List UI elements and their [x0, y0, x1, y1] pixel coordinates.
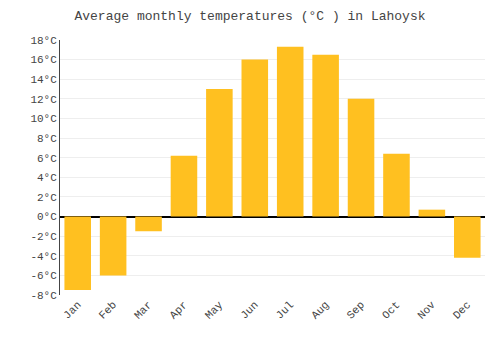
svg-text:-8°C: -8°C — [30, 290, 57, 302]
svg-text:Feb: Feb — [97, 299, 119, 321]
svg-text:8°C: 8°C — [37, 133, 57, 145]
svg-text:Average monthly temperatures (: Average monthly temperatures (°C ) in La… — [74, 9, 425, 24]
svg-text:Mar: Mar — [132, 299, 154, 321]
svg-text:Aug: Aug — [309, 299, 331, 321]
svg-text:Jun: Jun — [238, 299, 260, 321]
svg-text:10°C: 10°C — [30, 113, 57, 125]
svg-text:6°C: 6°C — [37, 153, 57, 165]
svg-text:18°C: 18°C — [30, 35, 57, 47]
svg-text:2°C: 2°C — [37, 192, 57, 204]
svg-text:Nov: Nov — [415, 299, 438, 322]
svg-text:4°C: 4°C — [37, 172, 57, 184]
svg-text:Apr: Apr — [167, 299, 189, 321]
svg-text:0°C: 0°C — [37, 211, 57, 223]
svg-text:-2°C: -2°C — [30, 231, 57, 243]
svg-text:Sep: Sep — [345, 299, 367, 321]
svg-text:-6°C: -6°C — [30, 270, 57, 282]
svg-text:14°C: 14°C — [30, 74, 57, 86]
svg-text:Oct: Oct — [380, 299, 402, 321]
svg-text:16°C: 16°C — [30, 54, 57, 66]
svg-text:May: May — [203, 299, 226, 322]
svg-text:12°C: 12°C — [30, 94, 57, 106]
svg-text:Jul: Jul — [274, 299, 296, 321]
svg-text:Dec: Dec — [451, 299, 473, 321]
svg-text:-4°C: -4°C — [30, 251, 57, 263]
svg-text:Jan: Jan — [61, 299, 83, 321]
